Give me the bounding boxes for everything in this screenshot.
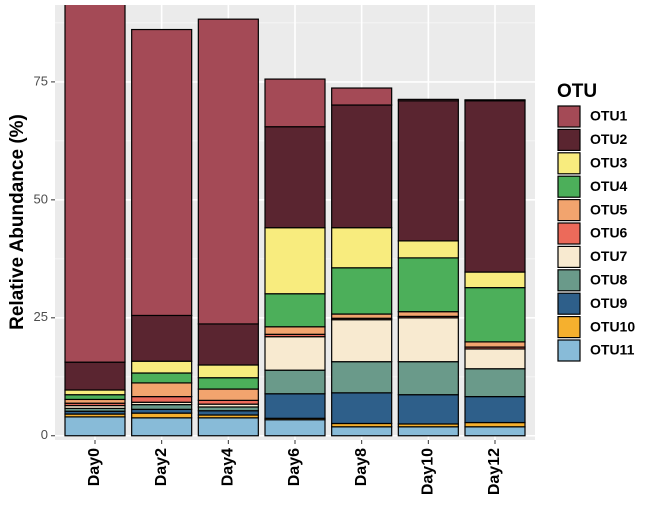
legend-label: OTU10 bbox=[590, 318, 635, 334]
bar-segment bbox=[464, 271, 526, 289]
bar-segment bbox=[131, 314, 193, 362]
bar-segment bbox=[397, 394, 459, 425]
bar-segment bbox=[464, 395, 526, 424]
bar-segment bbox=[331, 392, 393, 425]
bar-segment bbox=[397, 98, 459, 102]
bar-segment bbox=[464, 368, 526, 398]
legend-key bbox=[557, 175, 581, 198]
y-tick-label: 0 bbox=[41, 427, 48, 442]
bar-segment bbox=[464, 287, 526, 343]
bar-segment bbox=[464, 426, 526, 437]
bar-segment bbox=[331, 361, 393, 394]
bar-segment bbox=[131, 404, 193, 410]
legend-key bbox=[557, 339, 581, 362]
legend-key bbox=[557, 222, 581, 245]
bar-segment bbox=[64, 416, 126, 437]
bar-segment bbox=[131, 395, 193, 403]
bar-segment bbox=[197, 417, 259, 437]
legend-label: OTU1 bbox=[590, 108, 628, 124]
legend-label: OTU2 bbox=[590, 131, 628, 147]
x-tick-label: Day4 bbox=[220, 448, 237, 486]
bar-segment bbox=[464, 99, 526, 102]
bar-segment bbox=[197, 377, 259, 390]
legend-label: OTU11 bbox=[590, 342, 635, 358]
bar-segment bbox=[131, 412, 193, 419]
bar-segment bbox=[197, 323, 259, 366]
x-tick-label: Day10 bbox=[420, 448, 437, 495]
legend-key bbox=[557, 105, 581, 128]
legend-label: OTU5 bbox=[590, 201, 628, 217]
x-tick-label: Day0 bbox=[86, 448, 103, 486]
bar-segment bbox=[397, 257, 459, 313]
bar-segment bbox=[264, 126, 326, 229]
bar-segment bbox=[264, 393, 326, 419]
bar-segment bbox=[197, 388, 259, 401]
y-tick-label: 50 bbox=[34, 191, 48, 206]
x-tick-label: Day6 bbox=[286, 448, 303, 486]
bar-segment bbox=[131, 372, 193, 384]
y-tick-label: 25 bbox=[34, 309, 48, 324]
bar-segment bbox=[131, 360, 193, 374]
y-tick-label: 75 bbox=[34, 73, 48, 88]
legend-label: OTU7 bbox=[590, 248, 628, 264]
bar-segment bbox=[64, 361, 126, 391]
bars bbox=[64, 5, 526, 437]
bar-segment bbox=[464, 348, 526, 370]
legend-key bbox=[557, 269, 581, 292]
y-axis-title: Relative Abundance (%) bbox=[7, 114, 28, 330]
bar-segment bbox=[397, 311, 459, 317]
legend-key bbox=[557, 292, 581, 315]
bar-segment bbox=[264, 336, 326, 371]
legend-title: OTU bbox=[557, 81, 597, 102]
bar-segment bbox=[331, 87, 393, 106]
bar-segment bbox=[264, 227, 326, 295]
bar-segment bbox=[331, 227, 393, 269]
bar-segment bbox=[397, 100, 459, 242]
legend-label: OTU3 bbox=[590, 155, 628, 171]
bar-segment bbox=[464, 341, 526, 348]
bar-segment bbox=[131, 382, 193, 398]
bar-segment bbox=[397, 240, 459, 259]
bar-segment bbox=[397, 426, 459, 437]
bar-segment bbox=[331, 104, 393, 229]
legend-label: OTU8 bbox=[590, 272, 628, 288]
bar-segment bbox=[264, 326, 326, 335]
legend-label: OTU4 bbox=[590, 178, 628, 194]
legend-key bbox=[557, 128, 581, 151]
bar-segment bbox=[64, 389, 126, 396]
bar-segment bbox=[264, 78, 326, 128]
legend-label: OTU9 bbox=[590, 295, 628, 311]
bar-segment bbox=[464, 100, 526, 273]
bar-segment bbox=[397, 317, 459, 363]
x-tick-label: Day8 bbox=[353, 448, 370, 486]
bar-segment bbox=[197, 18, 259, 325]
bar-segment bbox=[331, 426, 393, 437]
bar-segment bbox=[264, 293, 326, 328]
bar-segment bbox=[264, 419, 326, 437]
bar-segment bbox=[64, 394, 126, 401]
bar-segment bbox=[131, 28, 193, 317]
legend-key bbox=[557, 245, 581, 268]
bar-segment bbox=[331, 267, 393, 315]
legend-key bbox=[557, 152, 581, 175]
bar-segment bbox=[331, 313, 393, 319]
legend-key bbox=[557, 316, 581, 339]
bar-segment bbox=[331, 319, 393, 363]
bar-segment bbox=[197, 364, 259, 379]
bar-segment bbox=[397, 361, 459, 396]
bar-segment bbox=[131, 417, 193, 437]
x-tick-label: Day12 bbox=[486, 448, 503, 495]
bar-segment bbox=[64, 5, 126, 363]
x-tick-label: Day2 bbox=[153, 448, 170, 486]
bar-segment bbox=[464, 421, 526, 428]
bar-segment bbox=[264, 369, 326, 395]
bar-segment bbox=[197, 410, 259, 416]
legend-key bbox=[557, 199, 581, 222]
legend-label: OTU6 bbox=[590, 225, 628, 241]
